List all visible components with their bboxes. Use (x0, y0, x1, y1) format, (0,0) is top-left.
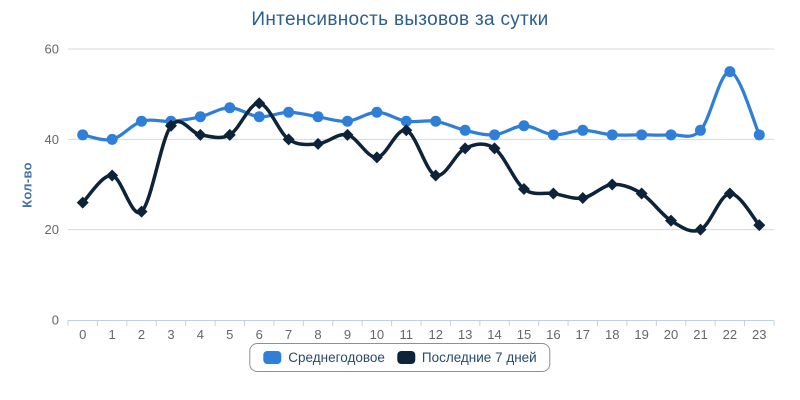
data-point-average-11[interactable] (400, 115, 412, 127)
data-point-average-14[interactable] (489, 129, 501, 141)
data-point-average-10[interactable] (371, 106, 383, 118)
x-tick-label-14: 14 (487, 327, 501, 342)
legend-label-average: Среднегодовое (288, 350, 385, 365)
x-tick-label-9: 9 (344, 327, 351, 342)
data-point-last7days-15[interactable] (517, 183, 530, 196)
data-point-average-13[interactable] (459, 124, 471, 136)
data-point-last7days-1[interactable] (106, 169, 119, 182)
x-tick-label-17: 17 (576, 327, 590, 342)
x-tick-label-6: 6 (256, 327, 263, 342)
data-point-last7days-12[interactable] (429, 169, 442, 182)
data-point-average-17[interactable] (577, 124, 589, 136)
x-tick-label-2: 2 (138, 327, 145, 342)
legend-item-average[interactable]: Среднегодовое (263, 350, 385, 365)
data-point-average-19[interactable] (636, 129, 648, 141)
y-tick-label-40: 40 (45, 132, 59, 147)
data-point-last7days-10[interactable] (370, 151, 383, 164)
x-tick-label-7: 7 (285, 327, 292, 342)
data-point-average-9[interactable] (341, 115, 353, 127)
data-point-last7days-5[interactable] (223, 128, 236, 141)
data-point-average-4[interactable] (194, 111, 206, 123)
data-point-last7days-16[interactable] (547, 187, 560, 200)
data-point-average-6[interactable] (253, 111, 265, 123)
x-tick-label-13: 13 (458, 327, 472, 342)
y-tick-label-20: 20 (45, 222, 59, 237)
data-point-average-2[interactable] (136, 115, 148, 127)
data-point-average-8[interactable] (312, 111, 324, 123)
data-point-last7days-2[interactable] (135, 205, 148, 218)
data-point-last7days-18[interactable] (606, 178, 619, 191)
data-point-average-23[interactable] (753, 129, 765, 141)
data-point-last7days-0[interactable] (76, 196, 89, 209)
data-point-last7days-13[interactable] (459, 142, 472, 155)
data-point-last7days-22[interactable] (723, 187, 736, 200)
legend-swatch-average-icon (263, 351, 282, 364)
data-point-last7days-19[interactable] (635, 187, 648, 200)
data-point-average-16[interactable] (547, 129, 559, 141)
x-tick-label-15: 15 (517, 327, 531, 342)
data-point-last7days-17[interactable] (576, 192, 589, 205)
data-point-average-12[interactable] (430, 115, 442, 127)
x-tick-label-3: 3 (167, 327, 174, 342)
data-point-average-22[interactable] (724, 66, 736, 78)
x-tick-label-1: 1 (109, 327, 116, 342)
data-point-average-18[interactable] (606, 129, 618, 141)
data-point-last7days-21[interactable] (694, 223, 707, 236)
data-point-average-7[interactable] (283, 106, 295, 118)
chart-title: Интенсивность вызовов за сутки (251, 9, 549, 30)
data-point-last7days-7[interactable] (282, 133, 295, 146)
y-tick-label-60: 60 (45, 42, 59, 57)
data-point-average-21[interactable] (694, 124, 706, 136)
legend-label-last7days: Последние 7 дней (421, 350, 537, 365)
data-point-average-1[interactable] (106, 133, 118, 145)
x-tick-label-0: 0 (79, 327, 86, 342)
x-tick-label-8: 8 (314, 327, 321, 342)
x-tick-label-23: 23 (752, 327, 766, 342)
x-tick-label-16: 16 (546, 327, 560, 342)
x-tick-label-5: 5 (226, 327, 233, 342)
x-tick-label-10: 10 (370, 327, 384, 342)
data-point-last7days-11[interactable] (400, 124, 413, 137)
x-tick-label-4: 4 (197, 327, 204, 342)
legend-item-last7days[interactable]: Последние 7 дней (396, 350, 537, 365)
data-point-average-5[interactable] (224, 102, 236, 114)
data-point-last7days-3[interactable] (164, 119, 177, 132)
x-tick-label-18: 18 (605, 327, 619, 342)
series-line-average (81, 69, 761, 142)
x-tick-label-20: 20 (664, 327, 678, 342)
data-point-average-15[interactable] (518, 120, 530, 132)
data-point-last7days-6[interactable] (253, 97, 266, 110)
data-point-last7days-9[interactable] (341, 128, 354, 141)
data-point-last7days-20[interactable] (665, 214, 678, 227)
data-point-average-20[interactable] (665, 129, 677, 141)
x-tick-label-19: 19 (634, 327, 648, 342)
y-tick-label-0: 0 (52, 313, 59, 328)
data-point-average-0[interactable] (77, 129, 89, 141)
data-point-last7days-8[interactable] (312, 137, 325, 150)
x-tick-label-22: 22 (723, 327, 737, 342)
legend: Среднегодовое Последние 7 дней (249, 343, 551, 372)
legend-swatch-last7days-icon (396, 351, 415, 364)
data-point-last7days-4[interactable] (194, 128, 207, 141)
data-point-last7days-14[interactable] (488, 142, 501, 155)
x-tick-label-11: 11 (400, 327, 414, 342)
x-tick-label-21: 21 (693, 327, 707, 342)
x-tick-label-12: 12 (428, 327, 442, 342)
data-point-last7days-23[interactable] (753, 219, 766, 232)
